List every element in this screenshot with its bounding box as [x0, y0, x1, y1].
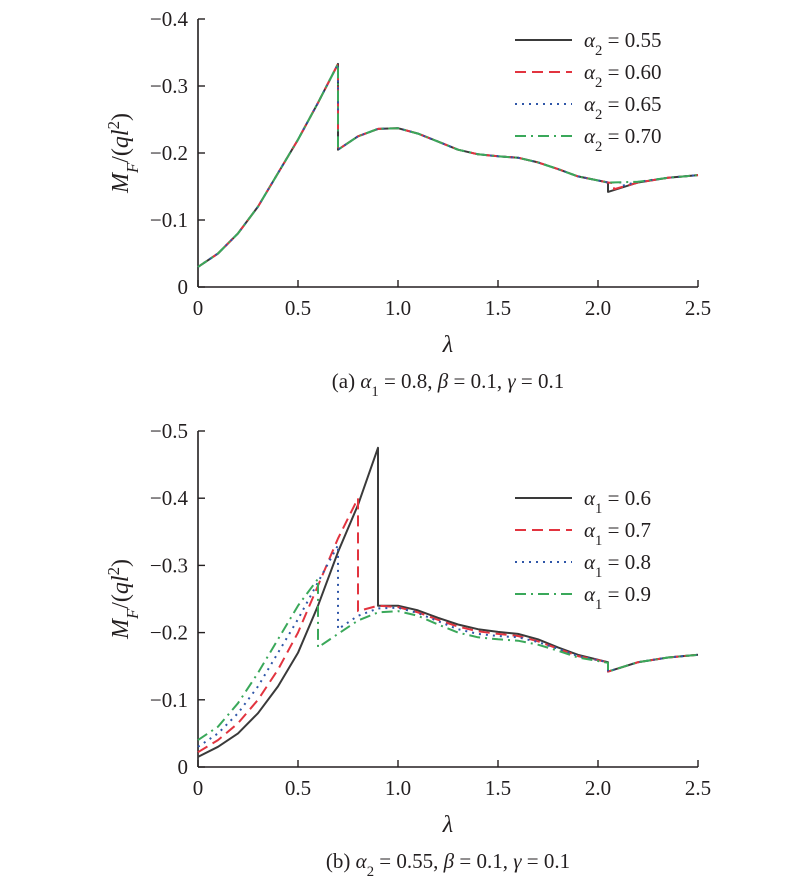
panel-caption: (b) α2 = 0.55, β = 0.1, γ = 0.1 — [326, 849, 570, 880]
y-tick-label: −0.1 — [150, 208, 188, 232]
y-tick-label: 0 — [178, 755, 189, 779]
legend-label: α2 = 0.55 — [584, 28, 661, 59]
legend: α1 = 0.6α1 = 0.7α1 = 0.8α1 = 0.9 — [515, 486, 651, 613]
x-tick-label: 0 — [193, 296, 204, 320]
y-tick-label: −0.2 — [150, 141, 188, 165]
chart-panel-a: 0 0.5 1.0 1.5 2.0 2.5 0 −0.1 −0.2 −0.3 −0.4 α2 = 0.… — [104, 7, 712, 400]
y-tick-label: −0.3 — [150, 74, 188, 98]
x-tick-label: 2.5 — [685, 296, 711, 320]
x-tick-label: 2.0 — [585, 776, 611, 800]
legend-label: α1 = 0.6 — [584, 486, 651, 517]
chart-panel-b: 0 0.5 1.0 1.5 2.0 2.5 0 −0.1 −0.2 −0.3 −0.4 −0.5 α1 … — [104, 419, 712, 880]
y-tick-label: −0.5 — [150, 419, 188, 443]
x-tick-label: 0.5 — [285, 296, 311, 320]
x-tick-label: 0 — [193, 776, 204, 800]
y-tick-label: −0.3 — [150, 553, 188, 577]
x-tick-label: 1.0 — [385, 296, 411, 320]
legend-label: α2 = 0.65 — [584, 92, 661, 123]
series-line-4 — [197, 62, 699, 268]
x-axis-label: λ — [442, 812, 453, 838]
legend-label: α2 = 0.70 — [584, 124, 661, 155]
y-tick-label: −0.4 — [150, 486, 189, 510]
x-tick-label: 2.5 — [685, 776, 711, 800]
y-axis-label: MF/(ql2) — [104, 113, 142, 194]
legend-label: α1 = 0.7 — [584, 518, 651, 549]
y-tick-label: −0.4 — [150, 7, 189, 31]
x-tick-label: 0.5 — [285, 776, 311, 800]
series-line-4 — [197, 577, 699, 741]
y-tick-label: −0.2 — [150, 621, 188, 645]
legend-label: α1 = 0.8 — [584, 550, 651, 581]
y-axis-label: MF/(ql2) — [104, 559, 142, 640]
legend-label: α2 = 0.60 — [584, 60, 661, 91]
x-tick-label: 1.5 — [485, 776, 511, 800]
x-tick-label: 1.5 — [485, 296, 511, 320]
y-tick-label: −0.1 — [150, 688, 188, 712]
panel-caption: (a) α1 = 0.8, β = 0.1, γ = 0.1 — [332, 369, 564, 400]
x-axis-label: λ — [442, 332, 453, 358]
x-tick-label: 2.0 — [585, 296, 611, 320]
y-tick-label: 0 — [178, 275, 189, 299]
legend-label: α1 = 0.9 — [584, 582, 651, 613]
x-tick-label: 1.0 — [385, 776, 411, 800]
series-line-3 — [197, 544, 699, 748]
